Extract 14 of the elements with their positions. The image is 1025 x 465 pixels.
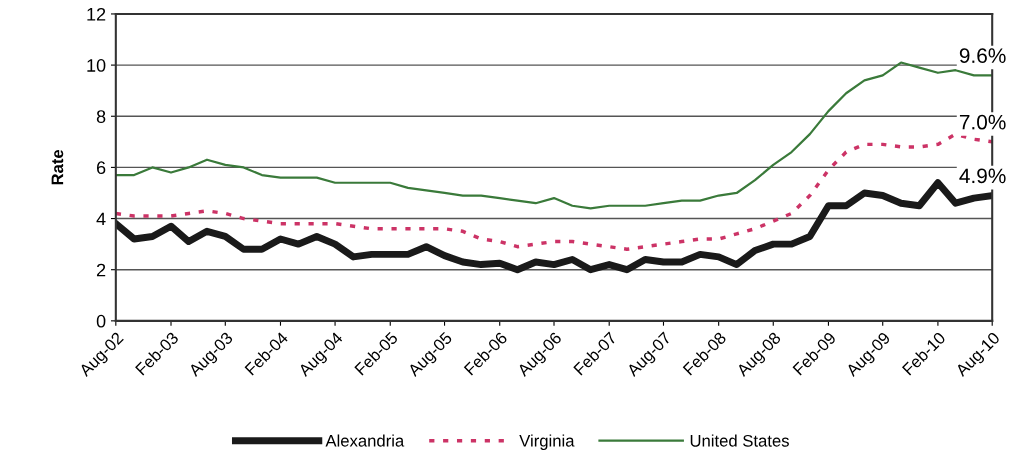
y-tick-label: 12 bbox=[87, 7, 106, 21]
y-tick-label: 8 bbox=[96, 110, 106, 123]
y-axis-title: Rate bbox=[51, 149, 64, 185]
y-tick-label: 0 bbox=[96, 314, 106, 328]
legend-label: Alexandria bbox=[325, 434, 405, 447]
annotation: 4.9% bbox=[959, 168, 1006, 184]
legend-label: Virginia bbox=[519, 434, 575, 450]
legend-label: United States bbox=[690, 434, 789, 447]
y-tick-label: 6 bbox=[96, 161, 106, 175]
y-tick-label: 10 bbox=[87, 59, 106, 72]
annotation: 9.6% bbox=[959, 48, 1006, 64]
y-tick-label: 2 bbox=[96, 263, 106, 277]
annotation: 7.0% bbox=[959, 114, 1006, 130]
y-tick-label: 4 bbox=[96, 212, 106, 226]
